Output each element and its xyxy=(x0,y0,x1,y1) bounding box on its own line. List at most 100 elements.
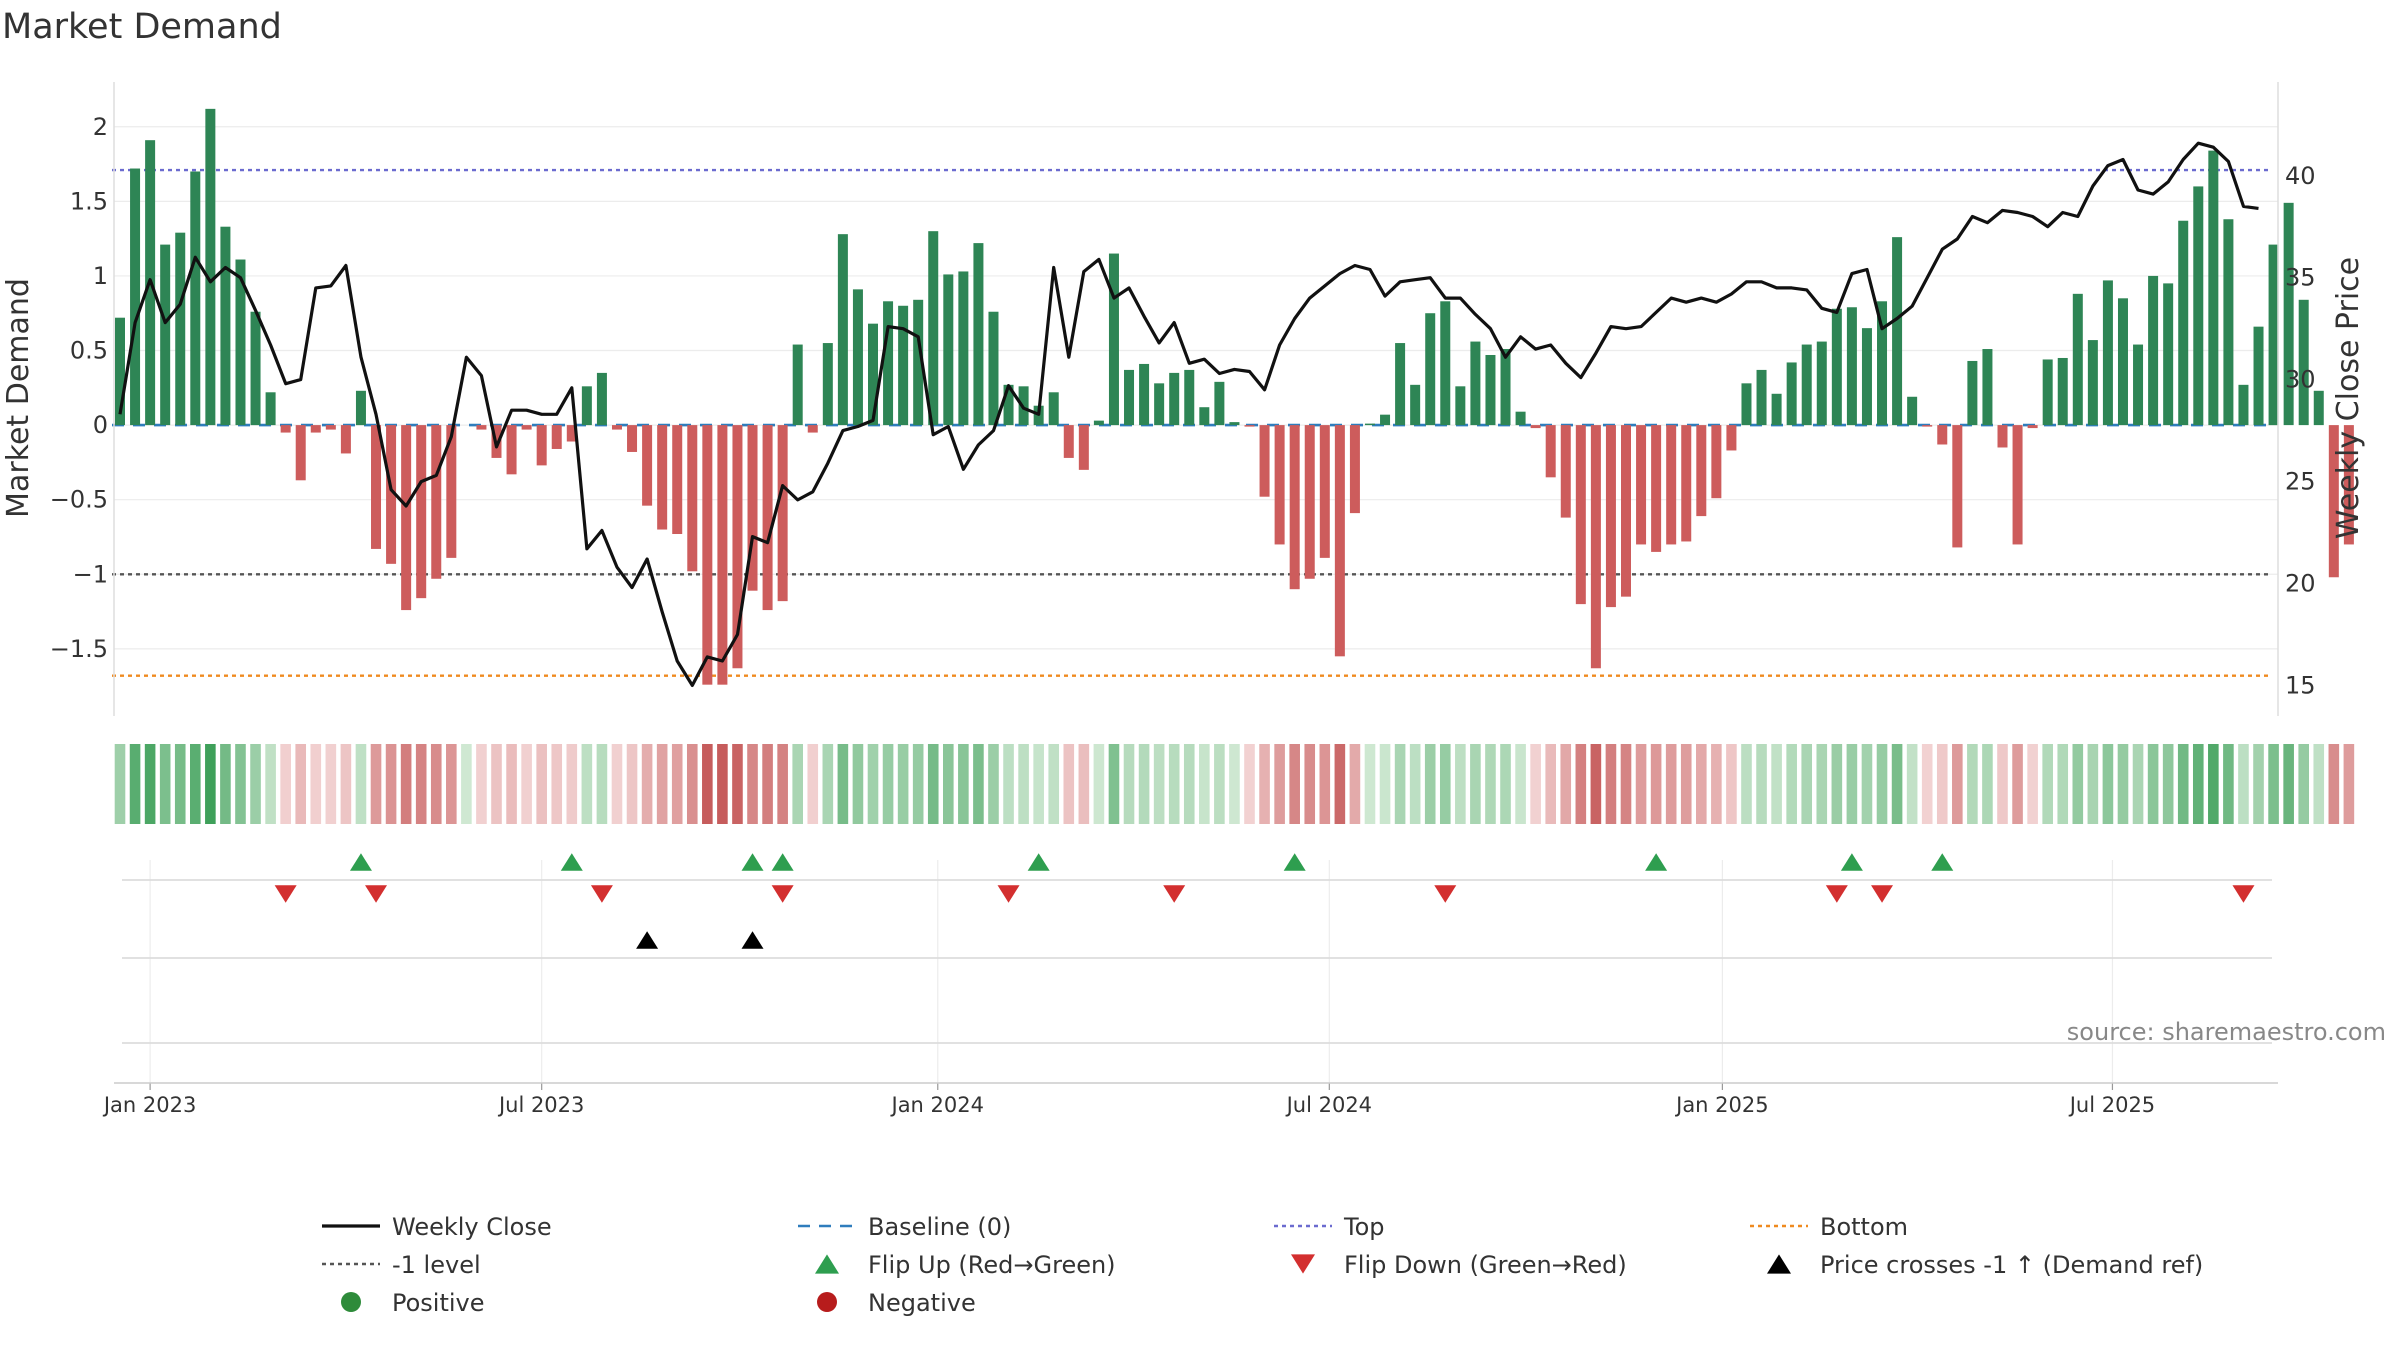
demand-bar-negative xyxy=(1334,425,1345,657)
source-label: source: sharemaestro.com xyxy=(2067,1018,2386,1046)
legend-label: Positive xyxy=(392,1289,485,1317)
heat-cell xyxy=(1650,744,1662,824)
demand-bar-positive xyxy=(265,392,276,426)
heat-cell xyxy=(1500,744,1511,824)
flip-down-marker xyxy=(771,885,794,903)
heat-cell xyxy=(777,744,788,824)
demand-bar-positive xyxy=(2223,219,2234,426)
demand-bar-positive xyxy=(1741,383,1752,426)
demand-bar-positive xyxy=(2148,275,2159,426)
demand-bar-negative xyxy=(1636,425,1647,545)
heat-cell xyxy=(355,744,367,824)
demand-bar-negative xyxy=(310,425,321,433)
heat-cell xyxy=(2283,744,2294,824)
heat-cell xyxy=(1771,744,1782,824)
demand-bar-positive xyxy=(1380,414,1391,426)
legend-swatch xyxy=(1767,1254,1791,1274)
heat-cell xyxy=(1545,744,1556,824)
heat-cell xyxy=(159,744,171,824)
demand-bar-positive xyxy=(1907,396,1918,426)
demand-bar-positive xyxy=(898,305,909,426)
demand-bar-negative xyxy=(521,425,532,430)
heat-cell xyxy=(2042,744,2053,824)
demand-bar-negative xyxy=(1922,425,1933,427)
heat-cell xyxy=(1936,744,1948,824)
demand-bar-positive xyxy=(1048,392,1059,426)
flip-up-marker xyxy=(1931,853,1954,871)
heat-cell xyxy=(1033,744,1044,824)
flip-up-marker xyxy=(1645,853,1668,871)
legend-label: Top xyxy=(1343,1213,1385,1241)
chart-title: Market Demand xyxy=(2,7,282,47)
demand-bar-positive xyxy=(175,232,186,426)
demand-bar-positive xyxy=(1831,308,1842,426)
demand-bar-negative xyxy=(431,425,442,579)
demand-bar-positive xyxy=(2268,244,2279,426)
flip-down-marker xyxy=(365,885,388,903)
demand-bar-negative xyxy=(371,425,382,549)
heat-cell xyxy=(1906,744,1918,824)
heat-cell xyxy=(822,744,834,824)
heat-cell xyxy=(1470,744,1481,824)
demand-bar-positive xyxy=(130,168,141,426)
y2-tick-label: 15 xyxy=(2285,671,2316,699)
demand-bar-positive xyxy=(1199,407,1210,426)
heat-cell xyxy=(988,744,999,824)
demand-bar-negative xyxy=(642,425,653,506)
heat-cell xyxy=(596,744,608,824)
demand-bar-negative xyxy=(1952,425,1963,548)
heat-cell xyxy=(1319,744,1331,824)
heat-cell xyxy=(2162,744,2174,824)
heat-cell xyxy=(2057,744,2069,824)
demand-bars xyxy=(115,108,2354,685)
demand-bar-positive xyxy=(1154,383,1165,426)
legend-label: Flip Down (Green→Red) xyxy=(1344,1251,1627,1279)
y-tick-label: −1.5 xyxy=(50,635,108,663)
flip-up-marker xyxy=(560,853,583,871)
heat-cell xyxy=(1967,744,1978,824)
demand-bar-positive xyxy=(1455,386,1466,426)
heat-cell xyxy=(1274,744,1285,824)
heat-cell xyxy=(2253,744,2264,824)
heat-cell xyxy=(1259,744,1270,824)
demand-bar-positive xyxy=(2313,390,2324,426)
demand-bar-positive xyxy=(205,108,216,426)
heat-cell xyxy=(1665,744,1677,824)
y2-tick-label: 30 xyxy=(2285,366,2316,394)
heat-cell xyxy=(1952,744,1963,824)
heat-cell xyxy=(1394,744,1406,824)
legend-swatch xyxy=(817,1292,837,1312)
y-tick-label: −0.5 xyxy=(50,486,108,514)
heat-cell xyxy=(943,744,954,824)
heat-cell xyxy=(2087,744,2099,824)
reference-lines xyxy=(112,168,2272,677)
heat-cell xyxy=(295,744,307,824)
demand-bar-negative xyxy=(1666,425,1677,545)
heat-cell xyxy=(1364,744,1376,824)
demand-bar-positive xyxy=(913,299,924,426)
heat-cell xyxy=(1214,744,1225,824)
demand-bar-negative xyxy=(1937,425,1948,445)
demand-bar-positive xyxy=(837,234,848,426)
heat-cell xyxy=(1093,744,1105,824)
flip-up-marker xyxy=(771,853,794,871)
demand-bar-positive xyxy=(1982,349,1993,426)
heat-cell xyxy=(114,744,126,824)
heat-cell xyxy=(506,744,517,824)
heat-cell xyxy=(1409,744,1421,824)
heat-cell xyxy=(205,744,216,824)
heat-cell xyxy=(1801,744,1813,824)
heat-cell xyxy=(1530,744,1541,824)
demand-bar-positive xyxy=(2057,357,2068,426)
heat-cell xyxy=(1439,744,1451,824)
x-tick-label: Jan 2025 xyxy=(1674,1093,1769,1117)
heat-cell xyxy=(1680,744,1692,824)
flip-down-marker xyxy=(1434,885,1457,903)
demand-bar-negative xyxy=(1560,425,1571,518)
heat-cell xyxy=(1289,744,1300,824)
heat-cell xyxy=(1861,744,1873,824)
heat-cell xyxy=(2072,744,2084,824)
heat-cell xyxy=(897,744,909,824)
demand-bar-negative xyxy=(747,425,758,591)
demand-bar-negative xyxy=(1711,425,1722,499)
